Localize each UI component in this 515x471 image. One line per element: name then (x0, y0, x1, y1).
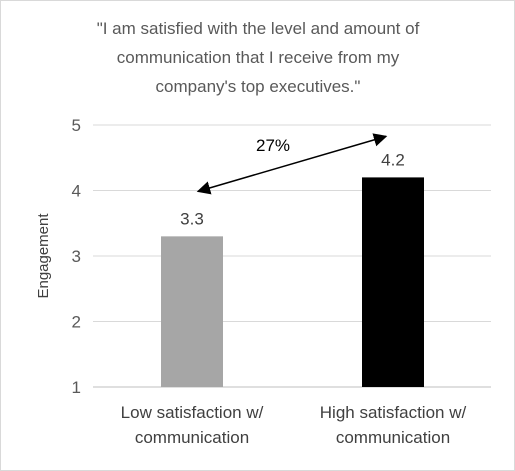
y-tick-label: 1 (72, 378, 81, 397)
change-arrow (196, 133, 388, 195)
gridlines (93, 124, 491, 388)
bars (161, 177, 424, 387)
bar-high-satisfaction (362, 177, 424, 387)
chart-title-line-3: company's top executives." (156, 77, 361, 96)
y-axis-label: Engagement (35, 213, 52, 299)
change-percent-label: 27% (256, 136, 290, 155)
category-label-line: Low satisfaction w/ (121, 403, 264, 422)
category-label-line: High satisfaction w/ (320, 403, 467, 422)
category-label-line: communication (336, 428, 450, 447)
y-tick-label: 3 (72, 247, 81, 266)
y-axis-ticks: 1 2 3 4 5 (72, 116, 81, 397)
category-labels: Low satisfaction w/communication High sat… (121, 403, 467, 447)
chart-title-line-1: "I am satisfied with the level and amoun… (97, 19, 420, 38)
y-tick-label: 4 (72, 182, 81, 201)
category-label-line: communication (135, 428, 249, 447)
data-label: 4.2 (381, 150, 405, 169)
chart-title-line-2: communication that I receive from my (117, 48, 400, 67)
y-tick-label: 5 (72, 116, 81, 135)
y-tick-label: 2 (72, 313, 81, 332)
bar-low-satisfaction (161, 236, 223, 387)
data-label: 3.3 (180, 209, 204, 228)
chart-title: "I am satisfied with the level and amoun… (97, 19, 420, 96)
change-annotation: 27% (196, 133, 388, 195)
